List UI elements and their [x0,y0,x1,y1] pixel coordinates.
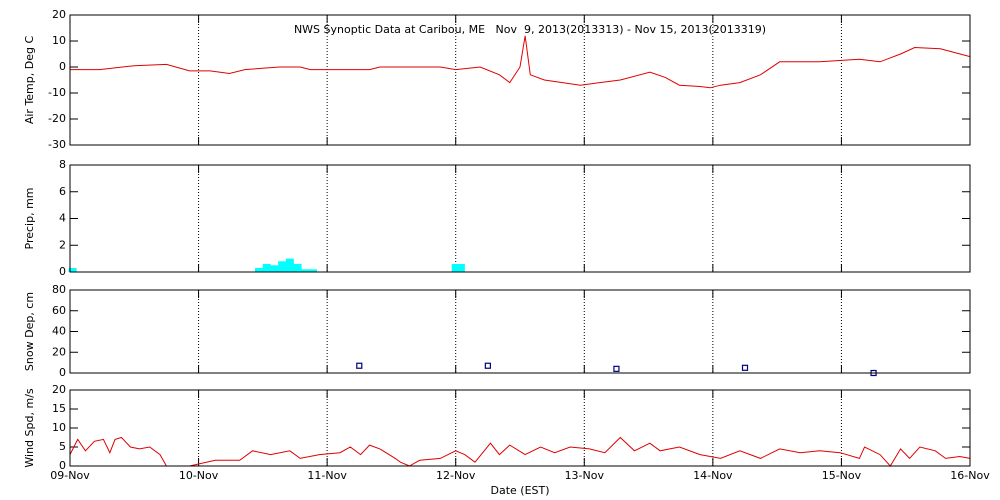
y-tick-label: -30 [48,138,66,151]
x-axis-label: Date (EST) [490,484,549,497]
x-tick-label: 09-Nov [50,469,90,482]
y-tick-label: 6 [59,185,66,198]
bar [309,269,317,272]
data-line [69,436,971,467]
data-line [70,35,971,89]
plot-frame [69,389,971,467]
y-tick-label: 10 [52,421,66,434]
bar [278,261,287,272]
plot-frame [69,164,971,273]
x-tick-label: 12-Nov [436,469,476,482]
y-tick-label: 4 [59,212,66,225]
bar [270,265,279,272]
y-tick-label: 2 [59,238,66,251]
x-tick-label: 11-Nov [307,469,347,482]
y-tick-label: 20 [52,8,66,21]
plot-frame [69,289,971,374]
y-tick-label: -10 [48,86,66,99]
bar [451,263,460,272]
x-tick-label: 13-Nov [565,469,605,482]
y-tick-label: 15 [52,402,66,415]
y-tick-label: 40 [52,325,66,338]
bar [456,263,465,272]
bar [255,267,263,272]
y-tick-label: 20 [52,345,66,358]
x-tick-label: 15-Nov [822,469,862,482]
y-tick-label: 20 [52,383,66,396]
bar [293,263,302,272]
bar [285,258,294,272]
chart-title: NWS Synoptic Data at Caribou, ME Nov 9, … [294,23,766,36]
point [741,364,749,371]
bar [301,269,310,272]
point [613,365,620,372]
y-tick-label: 0 [59,459,66,472]
point [484,362,491,369]
x-tick-label: 14-Nov [693,469,733,482]
y-tick-label: 5 [59,440,66,453]
y-tick-label: 8 [59,158,66,171]
x-tick-label: 16-Nov [950,469,990,482]
plot-frame [69,14,971,146]
bar [262,263,271,272]
y-axis-label: Wind Spd, m/s [23,388,36,468]
y-tick-label: -20 [48,112,66,125]
y-tick-label: 0 [59,60,66,73]
bar [68,267,77,272]
y-axis-label: Air Temp, Deg C [23,36,36,125]
y-axis-label: Precip, mm [23,188,36,250]
point [356,362,363,369]
y-tick-label: 0 [59,366,66,379]
y-tick-label: 60 [52,304,66,317]
x-tick-label: 10-Nov [179,469,219,482]
y-tick-label: 10 [52,34,66,47]
y-tick-label: 0 [59,265,66,278]
y-tick-label: 80 [52,283,66,296]
y-axis-label: Snow Dep, cm [23,292,36,371]
